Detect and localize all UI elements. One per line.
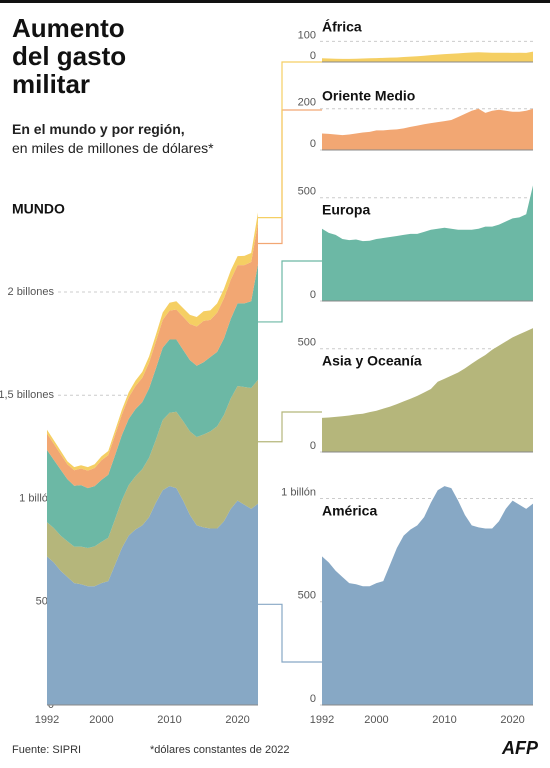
title: Aumento del gasto militar: [12, 13, 127, 99]
panel-title: Oriente Medio: [322, 88, 415, 104]
x-tick-label: 2010: [432, 714, 456, 726]
area: [322, 185, 533, 301]
connector: [258, 603, 322, 663]
x-tick-label: 2000: [364, 714, 388, 726]
area: [322, 486, 533, 705]
top-bar: [0, 0, 550, 3]
x-tick-label: 1992: [35, 714, 59, 726]
y-tick-label: 100: [298, 29, 316, 41]
connector: [258, 411, 322, 443]
y-tick-label: 2 billones: [8, 286, 55, 298]
logo: AFP: [501, 738, 539, 758]
chart-title: MUNDO: [12, 201, 65, 217]
area: [47, 264, 258, 549]
y-tick-label: 0: [310, 289, 316, 301]
connector: [258, 260, 322, 323]
y-tick-label: 500: [298, 337, 316, 349]
note: *dólares constantes de 2022: [150, 744, 289, 756]
panel-title: América: [322, 503, 377, 519]
x-tick-label: 2020: [500, 714, 524, 726]
y-tick-label: 500: [298, 186, 316, 198]
area: [47, 486, 258, 705]
area: [322, 51, 533, 62]
x-tick-label: 2010: [157, 714, 181, 726]
source: Fuente: SIPRI: [12, 744, 81, 756]
panel-title: Asia y Oceanía: [322, 353, 422, 369]
area: [47, 222, 258, 489]
x-tick-label: 1992: [310, 714, 334, 726]
connector: [258, 61, 322, 219]
y-tick-label: 1 billón: [19, 492, 54, 504]
y-tick-label: 1 billón: [281, 486, 316, 498]
y-tick-label: 200: [298, 97, 316, 109]
area: [322, 328, 533, 452]
y-tick-label: 0: [310, 50, 316, 62]
y-tick-label: 500: [298, 590, 316, 602]
unit: en miles de millones de dólares*: [12, 140, 214, 156]
area: [47, 379, 258, 587]
x-tick-label: 2020: [225, 714, 249, 726]
panel-title: África: [322, 19, 362, 35]
y-tick-label: 1,5 billones: [0, 389, 54, 401]
subtitle: En el mundo y por región,: [12, 121, 185, 137]
area: [322, 108, 533, 150]
y-tick-label: 0: [310, 138, 316, 150]
subtitle-block: En el mundo y por región, en miles de mi…: [12, 120, 272, 158]
panel-title: Europa: [322, 202, 370, 218]
y-tick-label: 0: [310, 693, 316, 705]
x-tick-label: 2000: [89, 714, 113, 726]
y-tick-label: 0: [310, 440, 316, 452]
connector: [258, 109, 322, 245]
